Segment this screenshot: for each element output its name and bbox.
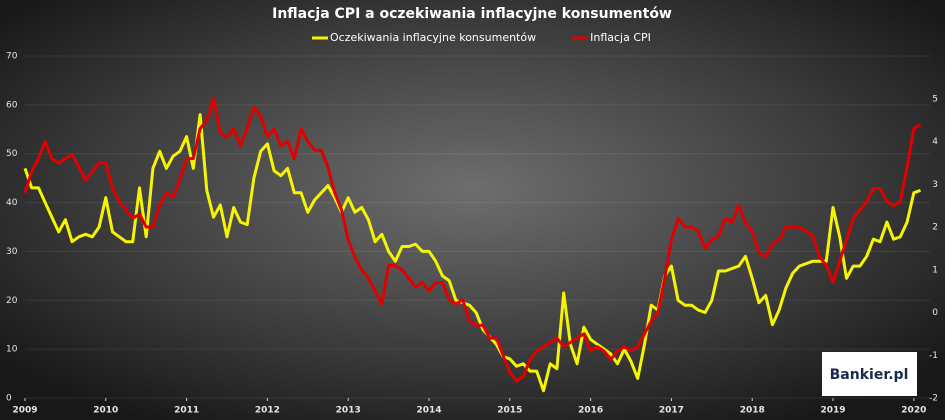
y-tick-label: 40	[6, 198, 18, 208]
y-tick-label: 70	[6, 52, 18, 62]
x-tick-label: 2017	[659, 406, 684, 416]
x-tick-label: 2009	[12, 406, 37, 416]
y-tick-label: 20	[6, 296, 18, 306]
logo-box	[822, 352, 917, 396]
legend-label: Oczekiwania inflacyjne konsumentów	[330, 31, 536, 44]
x-tick-label: 2016	[578, 406, 603, 416]
y2-tick-label: 5	[932, 94, 938, 104]
x-tick-label: 2011	[174, 406, 199, 416]
x-tick-label: 2014	[416, 406, 441, 416]
x-tick-label: 2020	[901, 406, 926, 416]
x-tick-label: 2015	[497, 406, 522, 416]
y2-tick-label: -2	[929, 394, 938, 404]
x-tick-label: 2013	[336, 406, 361, 416]
y2-tick-label: -1	[929, 351, 938, 361]
logo: Bankier.pl	[830, 367, 909, 383]
y-tick-label: 60	[6, 100, 18, 110]
y2-tick-label: 2	[932, 223, 938, 233]
legend: Oczekiwania inflacyjne konsumentów Inflac…	[312, 31, 651, 44]
y2-tick-label: 0	[932, 308, 938, 318]
series-line	[23, 113, 922, 393]
y2-tick-label: 1	[932, 265, 938, 275]
y2-tick-label: 3	[932, 180, 938, 190]
y-tick-label: 30	[6, 247, 18, 257]
x-tick-label: 2018	[740, 406, 765, 416]
y-tick-label: 50	[6, 149, 18, 159]
x-tick-label: 2012	[255, 406, 280, 416]
x-tick-label: 2010	[93, 406, 118, 416]
y-tick-label: 0	[6, 394, 12, 404]
series-line	[23, 97, 922, 383]
y2-tick-label: 4	[932, 137, 938, 147]
x-tick-label: 2019	[821, 406, 846, 416]
y-tick-label: 10	[6, 345, 18, 355]
legend-label: Inflacja CPI	[590, 31, 651, 44]
chart-title: Inflacja CPI a oczekiwania inflacyjne ko…	[272, 6, 672, 22]
